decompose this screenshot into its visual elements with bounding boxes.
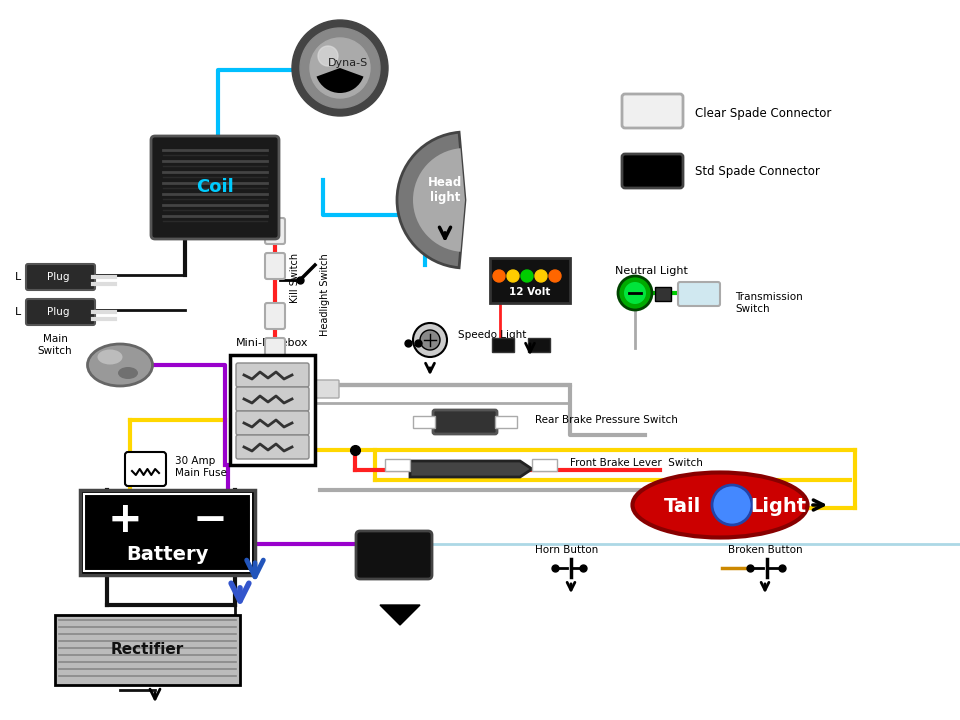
Circle shape <box>310 38 370 98</box>
Circle shape <box>292 20 388 116</box>
Polygon shape <box>380 605 420 625</box>
Wedge shape <box>317 68 364 93</box>
Text: Main
Switch: Main Switch <box>37 334 72 356</box>
Text: Tail: Tail <box>663 498 701 516</box>
FancyBboxPatch shape <box>26 264 95 290</box>
FancyBboxPatch shape <box>528 338 550 352</box>
FancyBboxPatch shape <box>622 94 683 128</box>
FancyBboxPatch shape <box>265 338 285 364</box>
Circle shape <box>624 282 646 304</box>
FancyBboxPatch shape <box>495 416 517 428</box>
Text: Plug: Plug <box>47 272 69 282</box>
Text: Headlight Switch: Headlight Switch <box>320 253 330 336</box>
FancyBboxPatch shape <box>490 258 570 303</box>
Text: Light: Light <box>750 498 806 516</box>
Text: L: L <box>14 272 21 282</box>
FancyBboxPatch shape <box>433 410 497 434</box>
Text: Clear Spade Connector: Clear Spade Connector <box>695 107 831 120</box>
Circle shape <box>507 270 519 282</box>
Text: Kill Switch: Kill Switch <box>290 253 300 303</box>
FancyBboxPatch shape <box>236 387 309 411</box>
Text: Broken Button: Broken Button <box>728 545 803 555</box>
Text: Head
light: Head light <box>428 176 462 204</box>
Text: +: + <box>108 499 142 541</box>
Text: 12 Volt: 12 Volt <box>510 287 551 297</box>
Text: −: − <box>193 499 228 541</box>
Text: Speedo Light: Speedo Light <box>458 330 526 340</box>
FancyBboxPatch shape <box>655 287 671 301</box>
Ellipse shape <box>633 472 807 538</box>
Circle shape <box>493 270 505 282</box>
Ellipse shape <box>87 344 153 386</box>
Text: Horn: Horn <box>372 581 418 599</box>
Circle shape <box>712 485 752 525</box>
FancyBboxPatch shape <box>385 459 410 471</box>
Text: Mini-Fusebox: Mini-Fusebox <box>236 338 308 348</box>
FancyBboxPatch shape <box>236 411 309 435</box>
Text: Rear Brake Pressure Switch: Rear Brake Pressure Switch <box>535 415 678 425</box>
Circle shape <box>300 28 380 108</box>
Text: Front Brake Lever  Switch: Front Brake Lever Switch <box>570 458 703 468</box>
Text: Battery: Battery <box>126 546 208 564</box>
Circle shape <box>318 46 338 66</box>
FancyBboxPatch shape <box>236 435 309 459</box>
Text: Neutral Light: Neutral Light <box>615 266 688 276</box>
FancyBboxPatch shape <box>492 338 514 352</box>
Text: L: L <box>14 307 21 317</box>
FancyBboxPatch shape <box>265 253 285 279</box>
Circle shape <box>521 270 533 282</box>
Circle shape <box>549 270 561 282</box>
FancyBboxPatch shape <box>80 490 255 575</box>
FancyBboxPatch shape <box>532 459 557 471</box>
FancyBboxPatch shape <box>265 218 285 244</box>
Text: Transmission
Switch: Transmission Switch <box>735 292 803 314</box>
Ellipse shape <box>118 367 138 379</box>
FancyBboxPatch shape <box>622 154 683 188</box>
Text: Rectifier: Rectifier <box>110 642 183 657</box>
FancyBboxPatch shape <box>265 303 285 329</box>
FancyBboxPatch shape <box>55 615 240 685</box>
Text: Plug: Plug <box>47 307 69 317</box>
Wedge shape <box>413 148 465 252</box>
Text: Dyna-S: Dyna-S <box>328 58 368 68</box>
Text: 30 Amp
Main Fuse: 30 Amp Main Fuse <box>175 456 227 478</box>
FancyBboxPatch shape <box>274 380 304 398</box>
FancyBboxPatch shape <box>678 282 720 306</box>
FancyBboxPatch shape <box>230 355 315 465</box>
FancyBboxPatch shape <box>125 452 166 486</box>
Text: Coil: Coil <box>196 178 234 196</box>
Circle shape <box>413 323 447 357</box>
Circle shape <box>618 276 652 310</box>
FancyBboxPatch shape <box>26 299 95 325</box>
Text: Std Spade Connector: Std Spade Connector <box>695 166 820 179</box>
Wedge shape <box>397 132 465 268</box>
Text: Horn Button: Horn Button <box>536 545 599 555</box>
FancyBboxPatch shape <box>151 136 279 239</box>
Ellipse shape <box>98 349 123 364</box>
FancyBboxPatch shape <box>309 380 339 398</box>
Circle shape <box>420 330 440 350</box>
Polygon shape <box>410 461 532 477</box>
FancyBboxPatch shape <box>413 416 435 428</box>
Circle shape <box>535 270 547 282</box>
FancyBboxPatch shape <box>356 531 432 579</box>
FancyBboxPatch shape <box>236 363 309 387</box>
